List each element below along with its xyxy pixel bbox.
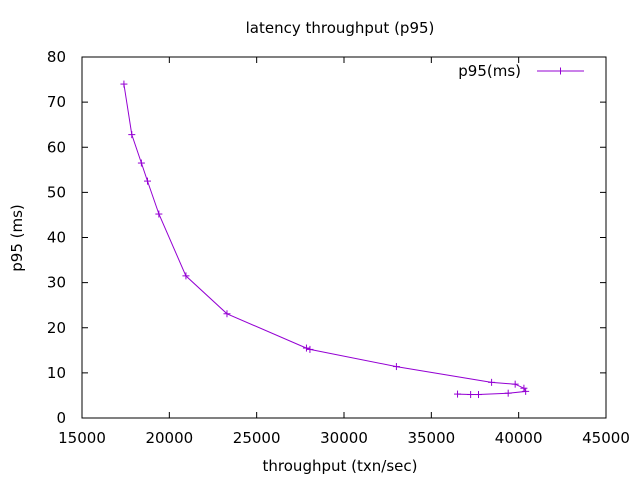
data-point	[128, 131, 136, 139]
legend: p95(ms)	[458, 62, 584, 80]
x-tick-label: 15000	[58, 429, 106, 447]
data-point	[488, 378, 496, 386]
data-point	[454, 390, 462, 398]
data-point	[511, 380, 519, 388]
y-axis-label: p95 (ms)	[8, 204, 26, 272]
y-tick-label: 80	[47, 48, 66, 66]
data-point	[302, 344, 310, 352]
y-tick-label: 0	[56, 409, 66, 427]
data-point	[520, 384, 528, 392]
y-tick-label: 70	[47, 93, 66, 111]
y-tick-label: 40	[47, 229, 66, 247]
data-point	[120, 80, 128, 88]
y-tick-label: 10	[47, 364, 66, 382]
data-point	[306, 345, 314, 353]
plot-border	[81, 56, 607, 419]
x-tick-label: 35000	[407, 429, 455, 447]
y-axis-ticks: 0 10 20 30 40 50 60 70 80	[47, 48, 606, 427]
data-point	[223, 310, 231, 318]
x-axis-ticks: 15000 20000 25000 30000 35000 40000 45000	[58, 57, 630, 447]
legend-label-p95: p95(ms)	[458, 62, 521, 80]
x-tick-label: 25000	[233, 429, 281, 447]
series-line-p95	[123, 84, 527, 395]
y-tick-label: 60	[47, 138, 66, 156]
data-point	[474, 391, 482, 399]
data-point	[137, 159, 145, 167]
data-point	[182, 272, 190, 280]
x-tick-label: 45000	[582, 429, 630, 447]
data-point	[504, 389, 512, 397]
y-tick-label: 20	[47, 319, 66, 337]
plot-frame	[81, 56, 607, 419]
x-axis-label: throughput (txn/sec)	[263, 457, 418, 475]
data-point	[392, 363, 400, 371]
data-point	[522, 387, 530, 395]
data-point	[467, 391, 475, 399]
data-point	[155, 210, 163, 218]
x-tick-label: 30000	[320, 429, 368, 447]
chart-title: latency throughput (p95)	[246, 19, 435, 37]
x-tick-label: 20000	[145, 429, 193, 447]
x-tick-label: 40000	[495, 429, 543, 447]
series-layer	[120, 80, 530, 399]
data-point	[144, 177, 151, 185]
y-tick-label: 30	[47, 274, 66, 292]
y-tick-label: 50	[47, 183, 66, 201]
